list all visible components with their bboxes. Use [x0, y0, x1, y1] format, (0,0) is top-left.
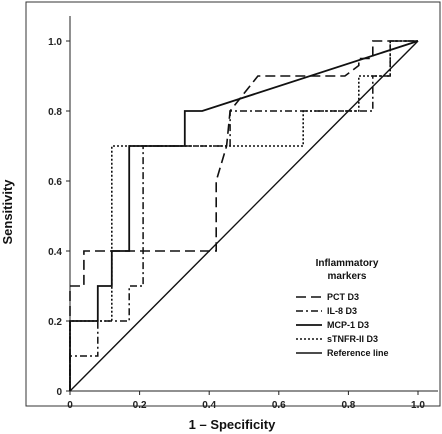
x-tick-label: 0	[67, 400, 73, 411]
legend-label: Reference line	[327, 348, 389, 358]
y-tick-label: 0.8	[48, 107, 62, 118]
series-layer	[69, 40, 419, 392]
legend: Inflammatory markers PCT D3 IL-8 D3 MCP-1 …	[288, 247, 408, 384]
legend-items: PCT D3 IL-8 D3 MCP-1 D3 sTNFR-II D3 Referenc…	[296, 292, 389, 358]
x-tick-label: 0.4	[202, 400, 216, 411]
series-line-reference-line	[69, 40, 419, 392]
series-line-stnfr-ii-d3	[69, 40, 418, 391]
y-tick-label: 1.0	[48, 37, 62, 48]
legend-label: PCT D3	[327, 292, 359, 302]
x-tick-label: 1.0	[411, 400, 425, 411]
x-tick-label: 0.6	[272, 400, 286, 411]
legend-title-line1: Inflammatory	[316, 258, 379, 269]
legend-label: MCP-1 D3	[327, 320, 369, 330]
legend-title-line2: markers	[328, 271, 367, 282]
x-tick-label: 0.2	[133, 400, 147, 411]
y-tick-label: 0.6	[48, 177, 62, 188]
y-tick-label: 0.2	[48, 317, 62, 328]
legend-label: IL-8 D3	[327, 306, 357, 316]
y-axis-title: Sensitivity	[0, 179, 15, 245]
legend-box	[288, 247, 408, 384]
y-tick-label: 0	[56, 387, 62, 398]
legend-label: sTNFR-II D3	[327, 334, 378, 344]
x-axis-title: 1 – Specificity	[189, 417, 276, 432]
x-tick-label: 0.8	[341, 400, 355, 411]
y-tick-label: 0.4	[48, 247, 62, 258]
